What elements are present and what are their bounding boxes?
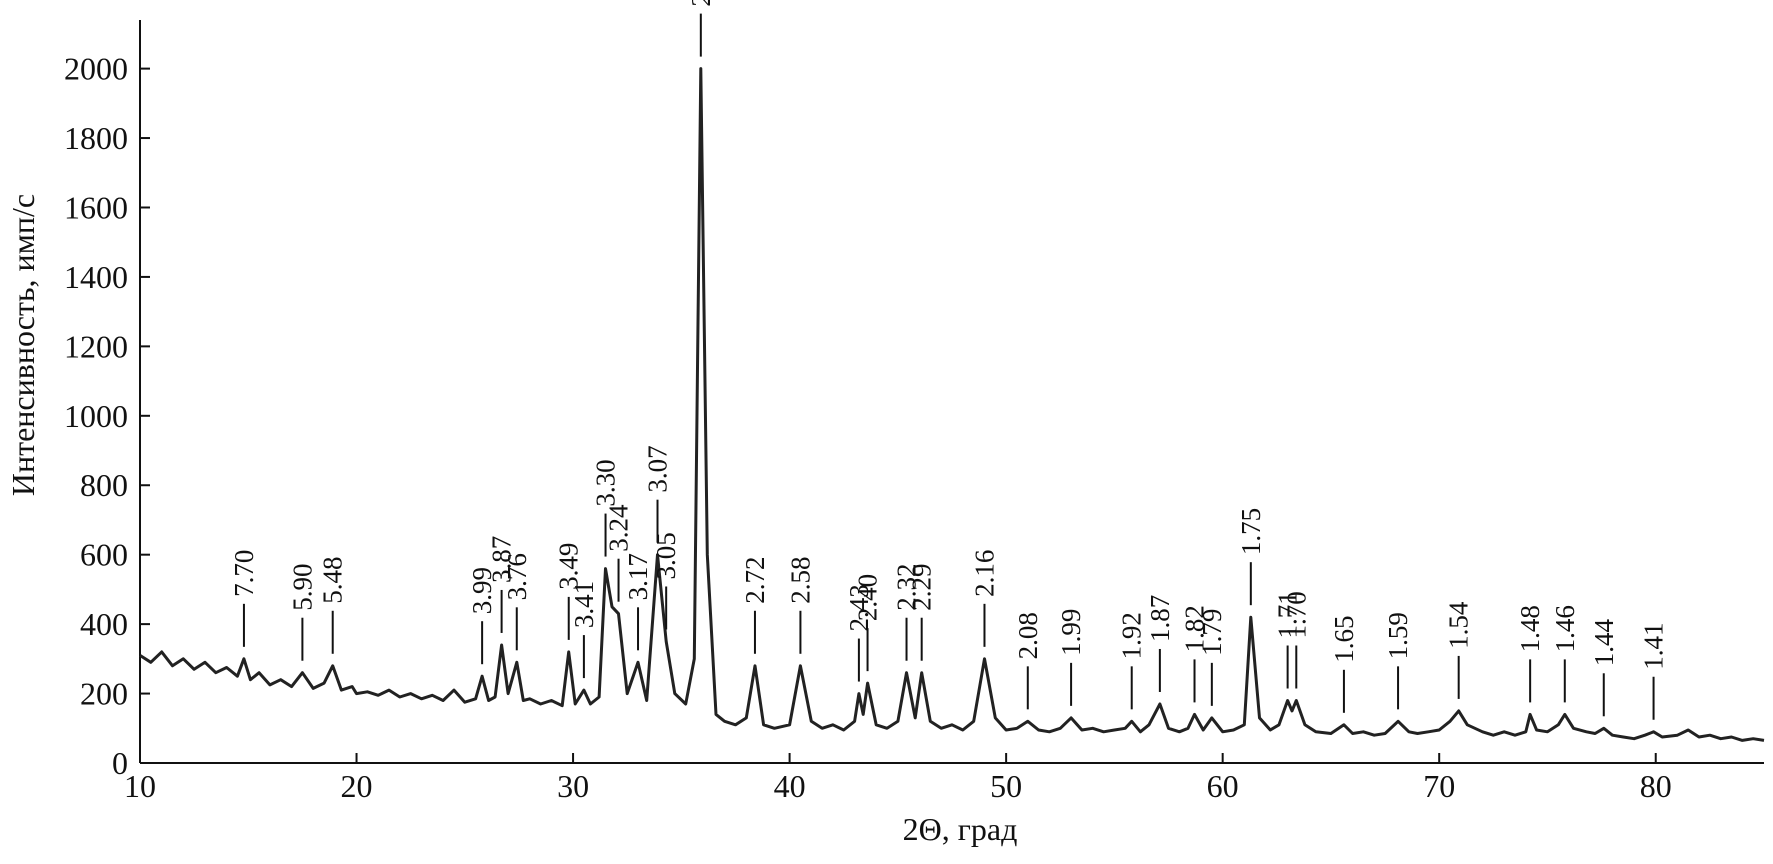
peak-label: 1.71 (1273, 591, 1303, 638)
peak-label: 2.32 (892, 563, 922, 610)
x-tick-label: 20 (341, 768, 373, 804)
y-tick-label: 400 (80, 606, 128, 642)
y-tick-label: 2000 (64, 51, 128, 87)
peak-label: 2.40 (853, 574, 883, 621)
x-tick-label: 60 (1207, 768, 1239, 804)
y-tick-label: 1200 (64, 328, 128, 364)
peak-label: 1.59 (1383, 612, 1413, 659)
peak-label: 1.48 (1515, 605, 1545, 652)
peak-label: 1.44 (1589, 619, 1619, 667)
peak-label: 3.99 (467, 567, 497, 614)
peak-label: 1.46 (1550, 605, 1580, 652)
peak-label: 1.65 (1329, 616, 1359, 663)
peak-label: 1.54 (1444, 601, 1474, 649)
y-tick-label: 0 (112, 745, 128, 781)
peak-label: 3.24 (604, 504, 634, 552)
x-tick-label: 40 (774, 768, 806, 804)
peak-label: 2.90 (686, 0, 716, 7)
peak-label: 3.76 (502, 553, 532, 600)
peak-label: 1.41 (1639, 623, 1669, 670)
x-tick-label: 70 (1423, 768, 1455, 804)
peak-label: 2.16 (969, 550, 999, 597)
peak-label: 7.70 (229, 550, 259, 597)
peak-label: 2.58 (785, 557, 815, 604)
x-tick-label: 10 (124, 768, 156, 804)
x-tick-label: 30 (557, 768, 589, 804)
peak-label: 3.07 (643, 445, 673, 492)
peak-label: 3.05 (651, 532, 681, 579)
y-tick-label: 1400 (64, 259, 128, 295)
x-tick-label: 50 (990, 768, 1022, 804)
peak-label: 1.99 (1056, 609, 1086, 656)
peak-label: 3.17 (623, 553, 653, 600)
peak-label: 1.79 (1197, 609, 1227, 656)
peak-label: 1.92 (1117, 612, 1147, 659)
peak-label: 2.08 (1013, 612, 1043, 659)
peak-label: 5.48 (318, 557, 348, 604)
peak-label: 2.43 (844, 584, 874, 631)
y-tick-label: 800 (80, 467, 128, 503)
peak-label: 3.41 (569, 581, 599, 628)
y-tick-label: 1000 (64, 398, 128, 434)
peak-label: 2.72 (740, 557, 770, 604)
y-tick-label: 1600 (64, 189, 128, 225)
peak-label: 3.87 (487, 536, 517, 583)
x-tick-label: 80 (1640, 768, 1672, 804)
y-tick-label: 600 (80, 537, 128, 573)
x-axis-label: 2Θ, град (903, 811, 1018, 847)
peak-label: 2.29 (907, 563, 937, 610)
data-line (139, 67, 1765, 742)
peak-label: 1.87 (1145, 595, 1175, 642)
peak-label: 3.49 (554, 543, 584, 590)
y-tick-label: 200 (80, 676, 128, 712)
peak-label: 5.90 (287, 563, 317, 610)
peak-label: 1.82 (1180, 605, 1210, 652)
y-axis-label: Интенсивность, имп/с (5, 194, 41, 496)
peak-label: 1.70 (1281, 591, 1311, 638)
peak-label: 3.30 (591, 459, 621, 506)
y-tick-label: 1800 (64, 120, 128, 156)
peak-label: 1.75 (1236, 508, 1266, 555)
